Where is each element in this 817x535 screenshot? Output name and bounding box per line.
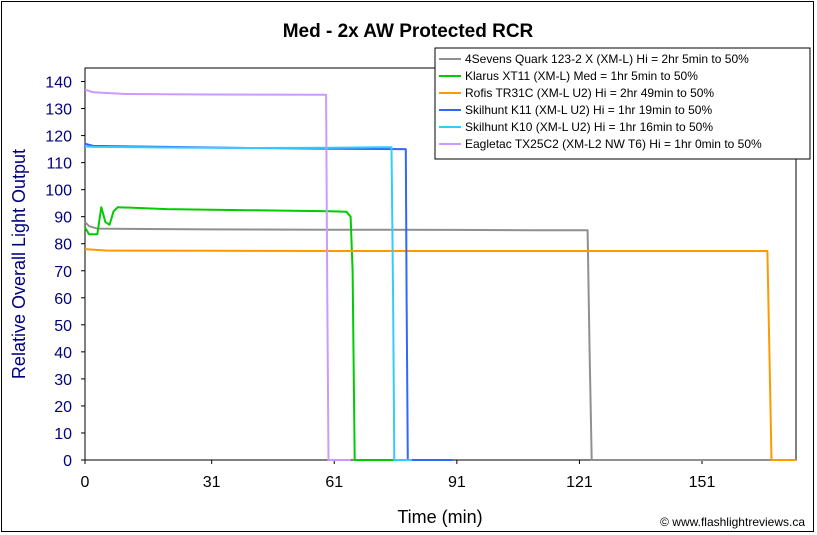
y-tick-label: 120 <box>45 129 72 146</box>
y-tick-label: 20 <box>54 399 72 416</box>
legend-label-3: Rofis TR31C (XM-L U2) Hi = 2hr 49min to … <box>465 86 714 100</box>
y-tick-label: 0 <box>63 453 72 470</box>
y-tick-label: 40 <box>54 345 72 362</box>
x-tick-label: 121 <box>566 474 593 491</box>
legend-label-5: Skilhunt K10 (XM-L U2) Hi = 1hr 16min to… <box>465 120 713 134</box>
legend: 4Sevens Quark 123-2 X (XM-L) Hi = 2hr 5m… <box>434 47 811 160</box>
series-lines <box>84 88 796 461</box>
y-tick-label: 70 <box>54 264 72 281</box>
legend-box <box>434 47 811 160</box>
x-tick-label: 91 <box>448 474 466 491</box>
series-line-5 <box>84 145 412 461</box>
y-tick-label: 100 <box>45 183 72 200</box>
y-tick-label: 80 <box>54 237 72 254</box>
series-line-3 <box>84 248 796 461</box>
series-line-1 <box>84 221 796 461</box>
y-tick-label: 30 <box>54 372 72 389</box>
legend-label-1: 4Sevens Quark 123-2 X (XM-L) Hi = 2hr 5m… <box>465 52 749 66</box>
x-tick-label: 31 <box>203 474 221 491</box>
series-line-6 <box>84 88 351 461</box>
x-tick-label: 0 <box>81 474 90 491</box>
series-line-2 <box>84 206 453 461</box>
x-axis: 0 31 61 91 121 151 <box>81 460 716 491</box>
y-tick-label: 130 <box>45 102 72 119</box>
copyright-credit: © www.flashlightreviews.ca <box>660 515 805 529</box>
legend-label-6: Eagletac TX25C2 (XM-L2 NW T6) Hi = 1hr 0… <box>465 137 762 151</box>
chart-title: Med - 2x AW Protected RCR <box>283 21 534 42</box>
x-tick-label: 151 <box>689 474 716 491</box>
y-tick-label: 60 <box>54 291 72 308</box>
y-tick-label: 90 <box>54 210 72 227</box>
y-tick-label: 110 <box>46 156 72 173</box>
x-axis-label: Time (min) <box>397 507 482 527</box>
legend-label-4: Skilhunt K11 (XM-L U2) Hi = 1hr 19min to… <box>465 103 712 117</box>
legend-label-2: Klarus XT11 (XM-L) Med = 1hr 5min to 50% <box>465 69 698 83</box>
y-tick-label: 140 <box>45 75 72 92</box>
x-tick-label: 61 <box>325 474 343 491</box>
y-tick-label: 50 <box>54 318 72 335</box>
y-axis-label: Relative Overall Light Output <box>9 149 29 379</box>
y-axis: 0 10 20 30 40 50 60 70 80 90 100 110 120 130 140 <box>45 75 85 470</box>
y-tick-label: 10 <box>54 426 72 443</box>
